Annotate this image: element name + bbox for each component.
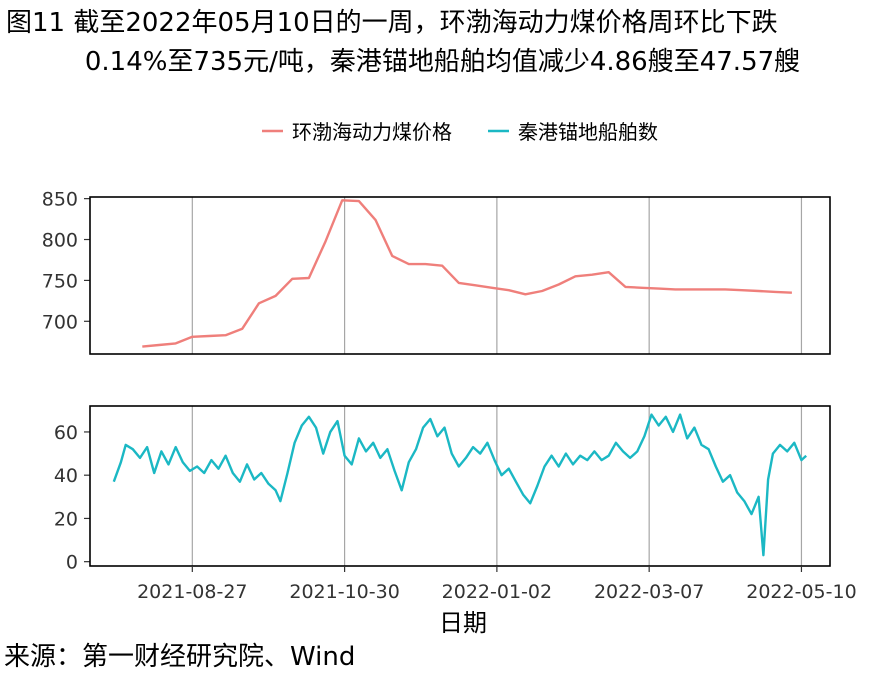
x-tick-label-4: 2022-05-10 (746, 581, 856, 603)
chart-title-line2: 0.14%至735元/吨，秦港锚地船舶均值减少4.86艘至47.57艘 (84, 47, 801, 77)
x-tick-label-2: 2022-01-02 (442, 581, 552, 603)
y-tick-label-1: 20 (54, 508, 78, 530)
x-axis-title: 日期 (439, 609, 487, 637)
y-tick-label-3: 60 (54, 422, 78, 444)
x-tick-label-3: 2022-03-07 (594, 581, 704, 603)
panel-border (89, 196, 831, 355)
chart-title-line1: 图11 截至2022年05月10日的一周，环渤海动力煤价格周环比下跌 (6, 8, 778, 38)
legend-label-price: 环渤海动力煤价格 (292, 120, 452, 144)
y-tick-label-2: 40 (54, 465, 78, 487)
x-tick-label-1: 2021-10-30 (289, 581, 399, 603)
legend: 环渤海动力煤价格 秦港锚地船舶数 (262, 120, 658, 144)
series-line-0 (142, 199, 792, 348)
panel-border (89, 405, 831, 567)
panel-anchorage-ships: 0 20 40 60 (54, 405, 831, 574)
series-line-1 (112, 413, 808, 557)
x-tick-label-0: 2021-08-27 (137, 581, 247, 603)
y-tick-label-2: 800 (42, 230, 78, 252)
source-note: 来源：第一财经研究院、Wind (4, 642, 356, 672)
y-tick-label-1: 750 (42, 270, 78, 292)
legend-label-ships: 秦港锚地船舶数 (518, 120, 658, 144)
x-axis: 2021-08-27 2021-10-30 2022-01-02 2022-03-07… (137, 566, 857, 603)
y-tick-label-0: 700 (42, 311, 78, 333)
y-tick-label-0: 0 (66, 552, 78, 574)
y-tick-label-3: 850 (42, 189, 78, 211)
panel-coal-price: 700 750 800 850 (42, 189, 831, 355)
